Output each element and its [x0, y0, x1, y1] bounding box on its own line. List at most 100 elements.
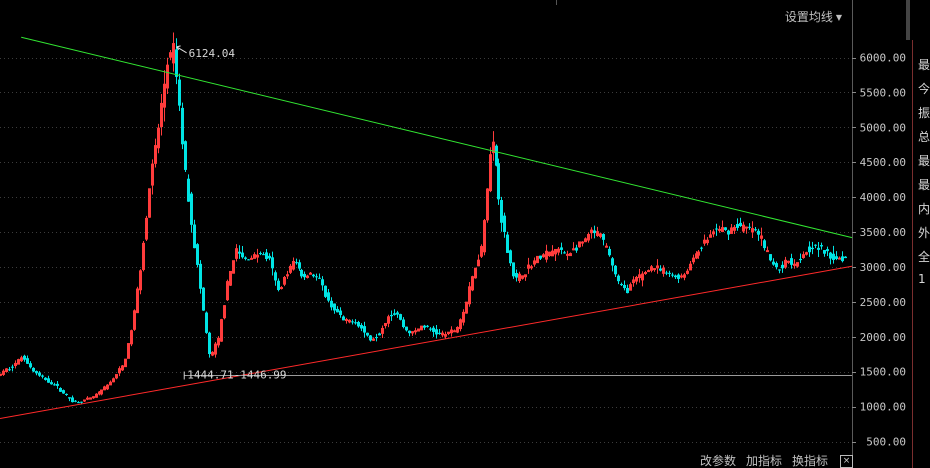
candle-body-14	[41, 375, 44, 377]
candle-body-202	[602, 234, 605, 240]
y-tick-label-4: 2500.00	[860, 296, 906, 309]
candle-body-280	[835, 256, 838, 259]
candle-body-98	[292, 260, 295, 270]
candle-body-21	[62, 390, 65, 394]
candle-body-266	[793, 263, 796, 266]
candle-body-282	[841, 256, 844, 262]
candle-body-66	[196, 244, 199, 265]
candle-body-169	[503, 215, 506, 233]
candle-body-12	[35, 371, 38, 374]
candle-body-264	[787, 260, 790, 263]
candle-body-7	[20, 357, 23, 362]
candle-body-250	[745, 226, 748, 229]
candle-body-113	[336, 308, 339, 313]
candle-body-187	[557, 248, 560, 253]
candle-body-114	[339, 310, 342, 315]
y-tick-label-2: 1500.00	[860, 366, 906, 379]
candle-body-190	[566, 253, 569, 256]
scrollbar-thumb[interactable]	[906, 0, 910, 40]
candle-body-221	[659, 268, 662, 271]
candle-body-42	[124, 358, 127, 368]
candle-body-240	[715, 228, 718, 230]
candle-body-265	[790, 258, 793, 265]
candle-body-177	[527, 264, 530, 269]
candle-body-269	[802, 254, 805, 259]
candle-body-29	[86, 397, 89, 400]
close-icon[interactable]: ×	[840, 455, 854, 468]
candle-body-112	[333, 303, 336, 311]
candle-body-153	[456, 326, 459, 333]
candle-body-206	[614, 265, 617, 275]
candle-body-55	[163, 83, 166, 108]
candle-body-83	[247, 259, 250, 261]
candle-body-147	[438, 332, 441, 334]
candle-body-67	[199, 263, 202, 289]
candle-body-0	[0, 373, 2, 376]
candle-body-19	[56, 383, 59, 386]
candle-body-168	[500, 200, 503, 223]
side-panel-label-5: 最	[918, 178, 930, 192]
candle-body-150	[447, 331, 450, 335]
y-tick-label-0: 500.00	[866, 436, 906, 449]
candle-body-60	[178, 79, 181, 106]
candle-body-278	[829, 252, 832, 259]
candle-body-207	[617, 275, 620, 282]
chevron-down-icon: ▼	[835, 13, 842, 22]
candle-body-251	[748, 226, 751, 228]
candle-body-100	[298, 262, 301, 269]
trendlines-group	[0, 36, 853, 419]
candle-body-183	[545, 250, 548, 260]
ma-settings-button[interactable]: 设置均线 ▼	[785, 8, 842, 25]
candle-body-170	[506, 234, 509, 253]
add-indicator-button[interactable]: 加指标	[746, 454, 783, 468]
candle-body-118	[351, 321, 354, 323]
change-params-button[interactable]: 改参数	[700, 454, 737, 468]
candle-body-17	[50, 382, 53, 385]
candle-body-157	[468, 286, 471, 305]
candle-body-47	[139, 270, 142, 291]
candle-body-70	[208, 332, 211, 355]
side-panel-label-4: 最	[918, 154, 930, 168]
candle-body-133	[396, 312, 399, 315]
candle-body-23	[68, 397, 71, 399]
candle-body-261	[778, 269, 781, 271]
candle-body-39	[115, 374, 118, 379]
candle-body-200	[596, 231, 599, 236]
candle-body-123	[366, 332, 369, 336]
candle-body-216	[644, 272, 647, 275]
candle-body-270	[805, 252, 808, 255]
y-tick-label-5: 3000.00	[860, 261, 906, 274]
candle-body-182	[542, 254, 545, 258]
candle-body-45	[133, 310, 136, 330]
candle-body-274	[817, 247, 820, 250]
candle-body-162	[483, 220, 486, 253]
candle-body-252	[751, 228, 754, 233]
candle-body-191	[569, 253, 572, 257]
candle-body-131	[390, 314, 393, 317]
candle-body-93	[277, 280, 280, 291]
candle-body-128	[381, 327, 384, 334]
candle-body-245	[730, 227, 733, 234]
peak-value-label: 6124.04	[189, 47, 236, 60]
side-panel-label-8: 全	[918, 250, 930, 264]
candle-body-65	[193, 224, 196, 249]
candle-body-141	[420, 325, 423, 331]
candle-body-56	[166, 64, 169, 89]
candle-body-236	[703, 239, 706, 244]
candle-body-143	[426, 325, 429, 327]
candle-body-15	[44, 377, 47, 380]
candle-body-135	[402, 319, 405, 328]
candle-body-197	[587, 234, 590, 241]
candle-body-267	[796, 262, 799, 267]
candle-body-271	[808, 246, 811, 253]
candle-body-179	[533, 260, 536, 265]
candle-body-4	[11, 366, 14, 368]
candle-body-9	[26, 358, 29, 364]
switch-indicator-button[interactable]: 换指标	[792, 454, 829, 468]
candle-body-246	[733, 226, 736, 231]
candle-body-28	[83, 399, 86, 402]
candle-body-54	[160, 102, 163, 128]
candle-body-173	[515, 273, 518, 278]
candle-body-102	[303, 273, 306, 278]
